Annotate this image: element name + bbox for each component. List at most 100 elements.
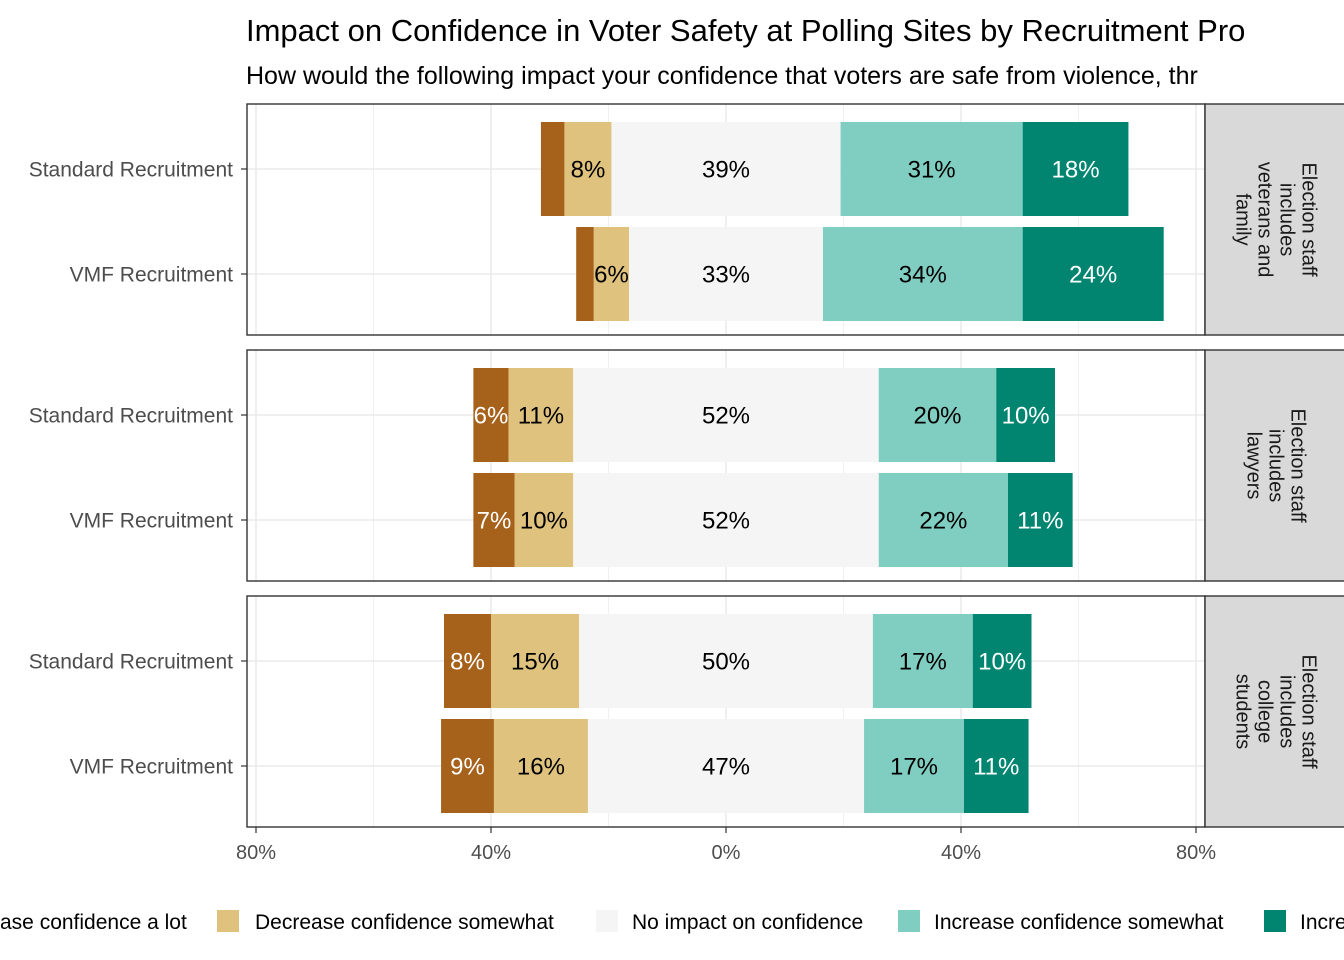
data-label: 10% <box>978 649 1026 676</box>
x-tick-label: 40% <box>471 842 511 864</box>
bar-row: 7% 10% 52% 22% 11% <box>473 473 1073 567</box>
data-label: 11% <box>973 754 1019 781</box>
legend-label: Increase confidence somewhat <box>934 911 1224 934</box>
bar-segment <box>872 614 973 708</box>
data-label: 22% <box>919 508 967 535</box>
bar-segment <box>573 473 879 567</box>
bar-segment <box>473 473 515 567</box>
data-label: 9% <box>450 754 485 781</box>
bar-segment <box>878 473 1008 567</box>
bar-segment <box>587 719 865 813</box>
bar-row: 9% 16% 47% 17% 11% <box>441 719 1029 813</box>
data-label: 39% <box>702 157 750 184</box>
legend-swatch <box>1264 910 1286 932</box>
plot-area: 8% 39% 31% 18% Standard Recruitment 6% 33% 34% 2… <box>29 103 1344 828</box>
bar-segment <box>593 227 630 321</box>
data-label: 17% <box>890 754 938 781</box>
bar-segment <box>629 227 823 321</box>
y-tick-label: Standard Recruitment <box>29 405 233 428</box>
legend-item: Incre <box>1264 910 1344 934</box>
bar-segment <box>1022 122 1129 216</box>
data-label: 31% <box>908 157 956 184</box>
bar-segment <box>1008 473 1073 567</box>
y-tick-label: Standard Recruitment <box>29 651 233 674</box>
legend-label: ase confidence a lot <box>0 911 187 934</box>
bar-segment <box>508 368 574 462</box>
x-tick-label: 80% <box>1176 842 1216 864</box>
data-label: 52% <box>702 403 750 430</box>
x-tick-label: 40% <box>941 842 981 864</box>
bar-segment <box>972 614 1032 708</box>
bar-segment <box>540 122 565 216</box>
data-label: 6% <box>474 403 509 430</box>
legend-label: Decrease confidence somewhat <box>255 911 554 934</box>
chart-title: Impact on Confidence in Voter Safety at … <box>246 13 1245 48</box>
bar-row: 8% 15% 50% 17% 10% <box>444 614 1032 708</box>
y-tick-label: VMF Recruitment <box>70 264 234 287</box>
legend-item: No impact on confidence <box>596 910 863 934</box>
data-label: 10% <box>1002 403 1050 430</box>
x-tick-label: 0% <box>712 842 741 864</box>
facet-panel: 8% 15% 50% 17% 10% Standard Recruitment 9% 16% 4… <box>29 595 1344 828</box>
data-label: 20% <box>913 403 961 430</box>
bar-segment <box>473 368 509 462</box>
data-label: 11% <box>1017 508 1063 535</box>
facet-strip-label: Election staffincludescollegestudents <box>1232 654 1320 769</box>
legend-label: No impact on confidence <box>632 911 863 934</box>
bar-segment <box>840 122 1023 216</box>
data-label: 33% <box>702 262 750 289</box>
bar-segment <box>996 368 1055 462</box>
x-axis: 80% 40% 0% 40% 80% <box>236 827 1216 864</box>
facet-strip <box>1204 103 1344 336</box>
facet-panel: 8% 39% 31% 18% Standard Recruitment 6% 33% 34% 2… <box>29 103 1344 336</box>
legend-swatch <box>898 910 920 932</box>
legend-item: Increase confidence somewhat <box>898 910 1224 934</box>
data-label: 18% <box>1052 157 1100 184</box>
data-label: 11% <box>518 403 564 430</box>
data-label: 7% <box>477 508 512 535</box>
bar-segment <box>491 614 580 708</box>
x-tick-label: 80% <box>236 842 276 864</box>
data-label: 15% <box>511 649 559 676</box>
facet-strip-label: Election staffincludesveterans andfamily <box>1232 162 1320 278</box>
bar-segment <box>579 614 873 708</box>
data-label: 17% <box>899 649 947 676</box>
bar-segment <box>441 719 494 813</box>
bar-segment <box>576 227 594 321</box>
y-tick-label: VMF Recruitment <box>70 756 234 779</box>
data-label: 16% <box>517 754 565 781</box>
bar-segment <box>963 719 1029 813</box>
bar-row: 6% 11% 52% 20% 10% <box>473 368 1055 462</box>
data-label: 34% <box>899 262 947 289</box>
y-tick-label: Standard Recruitment <box>29 159 233 182</box>
data-label: 8% <box>450 649 485 676</box>
bar-segment <box>822 227 1023 321</box>
data-label: 8% <box>571 157 606 184</box>
bar-segment <box>493 719 588 813</box>
legend: ase confidence a lot Decrease confidence … <box>0 910 1344 934</box>
y-tick-label: VMF Recruitment <box>70 510 234 533</box>
legend-item: ase confidence a lot <box>0 911 187 934</box>
facet-panel: 6% 11% 52% 20% 10% Standard Recruitment 7% 10% 5… <box>29 349 1344 582</box>
bar-segment <box>444 614 491 708</box>
data-label: 47% <box>702 754 750 781</box>
chart-subtitle: How would the following impact your conf… <box>246 62 1198 90</box>
bar-segment <box>564 122 612 216</box>
facet-strip <box>1204 349 1344 582</box>
legend-item: Decrease confidence somewhat <box>217 910 554 934</box>
data-label: 52% <box>702 508 750 535</box>
bar-segment <box>878 368 997 462</box>
facet-strip <box>1204 595 1344 828</box>
bar-segment <box>611 122 841 216</box>
legend-swatch <box>217 910 239 932</box>
bar-row: 8% 39% 31% 18% <box>540 122 1129 216</box>
bar-segment <box>514 473 574 567</box>
bar-segment <box>573 368 879 462</box>
bar-row: 6% 33% 34% 24% <box>576 227 1164 321</box>
data-label: 6% <box>594 262 629 289</box>
facet-strip-label: Election staffincludeslawyers <box>1243 408 1309 523</box>
data-label: 24% <box>1069 262 1117 289</box>
data-label: 10% <box>520 508 568 535</box>
legend-label: Incre <box>1300 911 1344 934</box>
